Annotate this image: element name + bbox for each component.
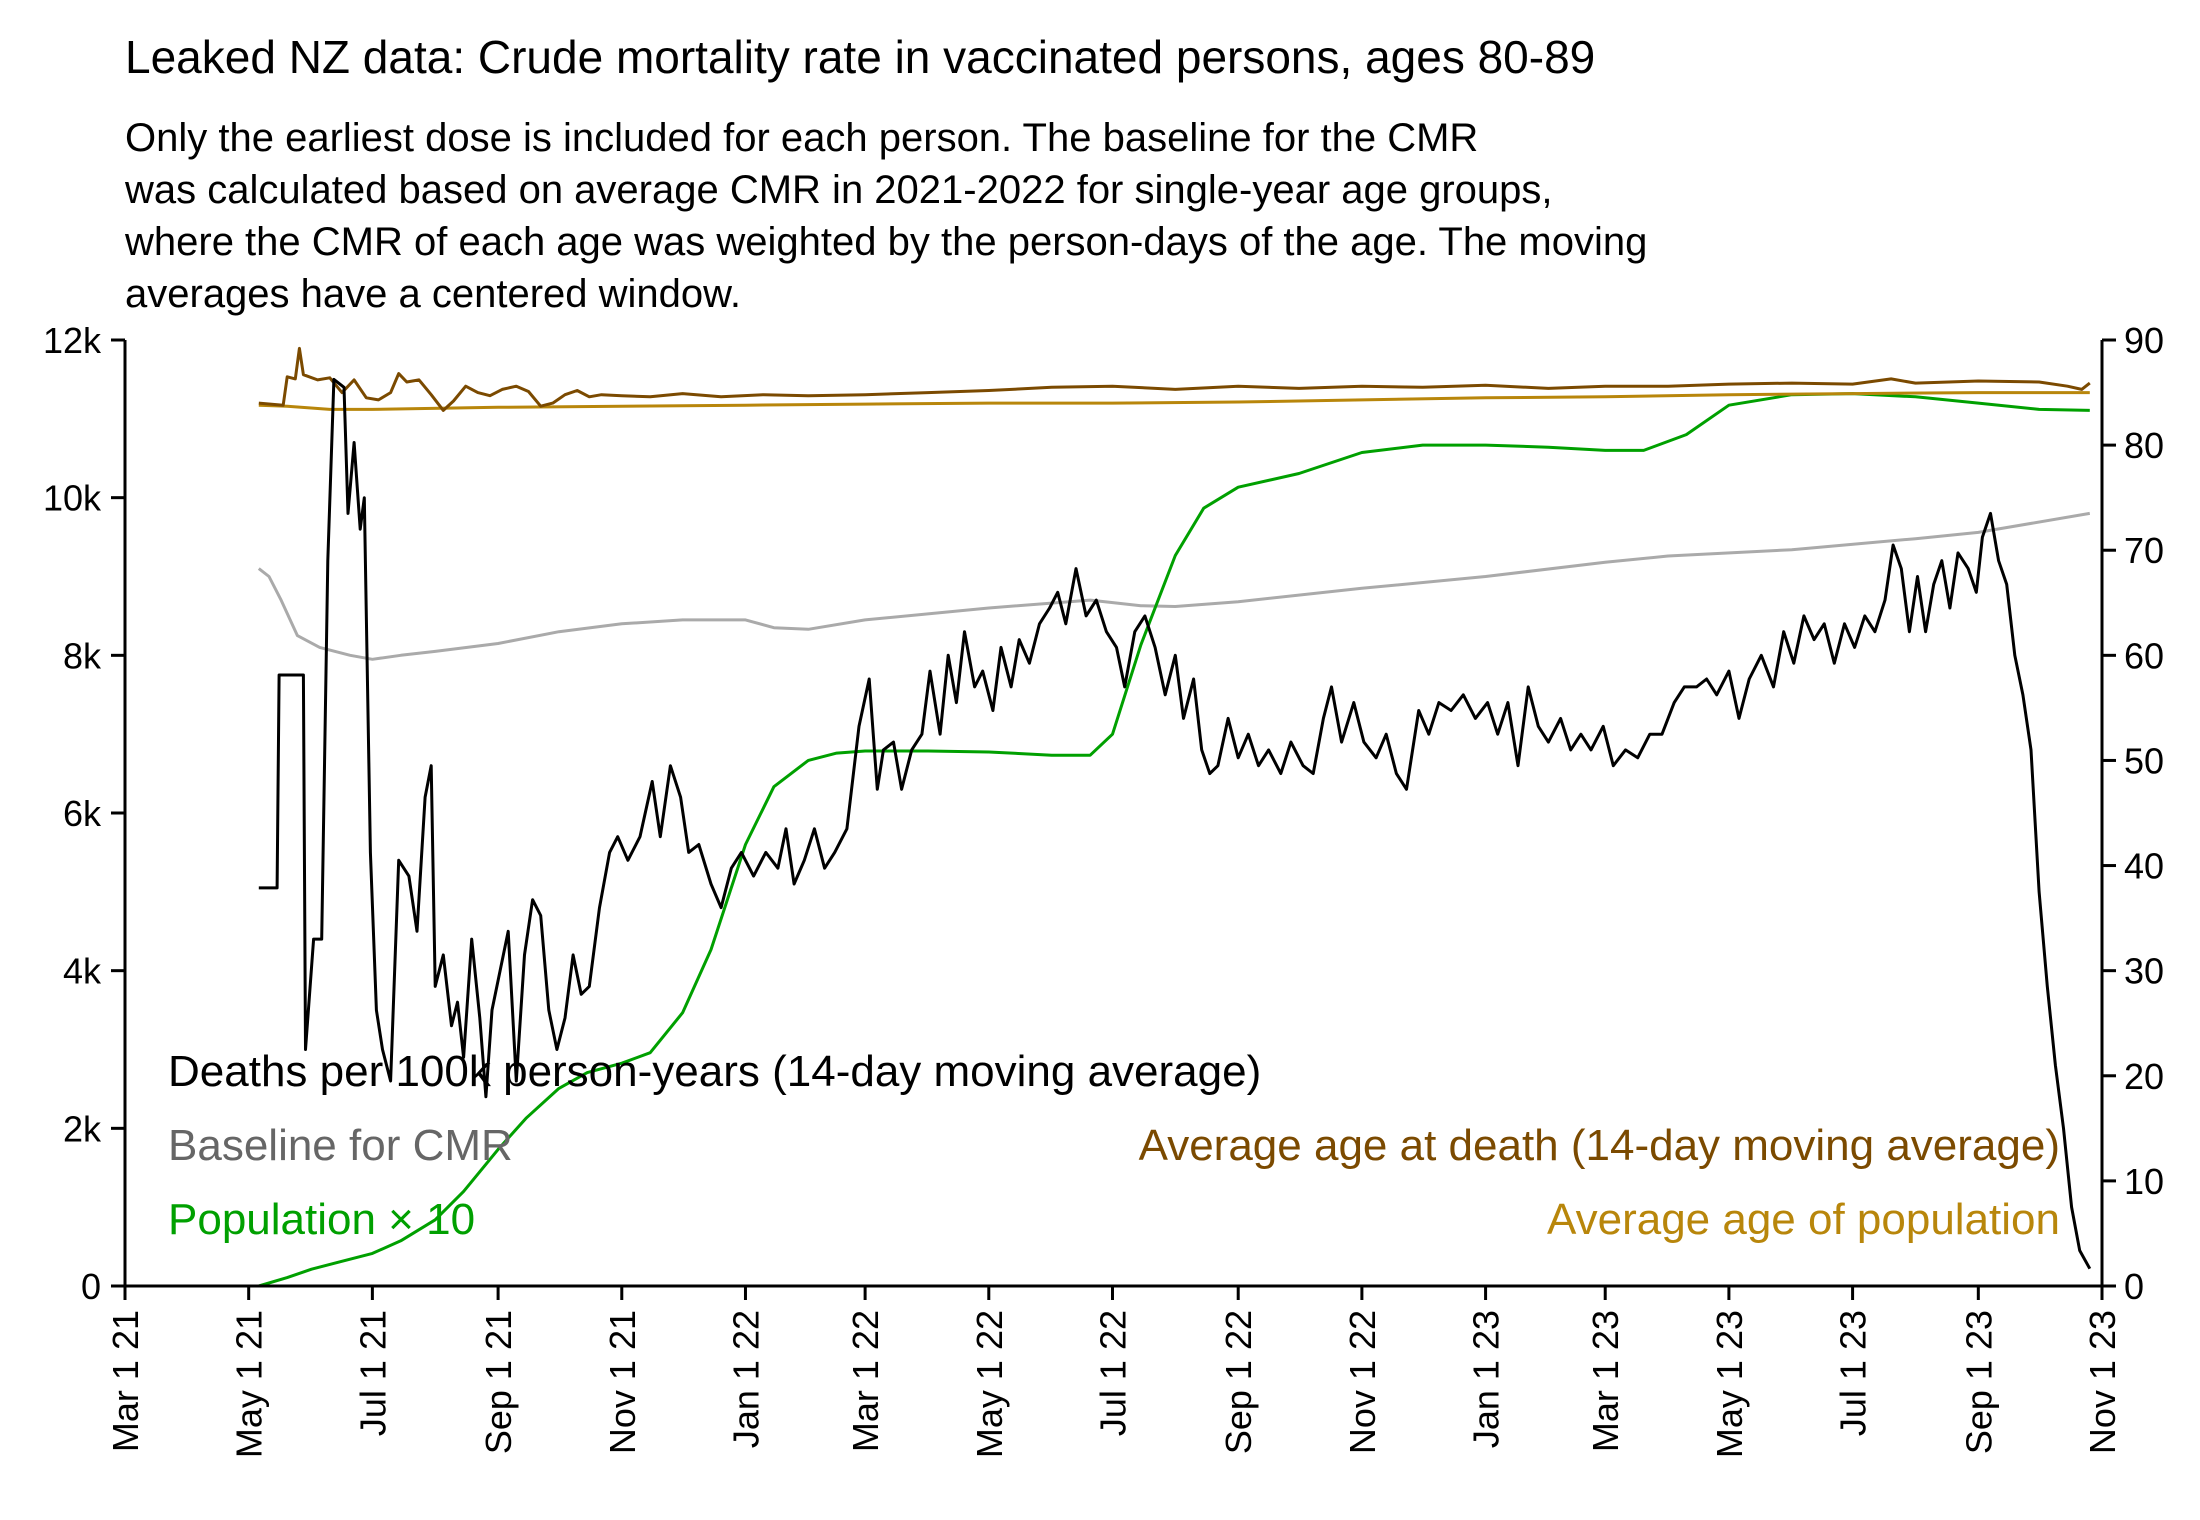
x-tick-label: Mar 1 21 <box>105 1310 146 1452</box>
x-tick-label: Jul 1 21 <box>352 1310 393 1436</box>
left-tick-label: 10k <box>43 478 102 519</box>
x-tick-label: Sep 1 21 <box>478 1310 519 1454</box>
x-tick-label: Nov 1 22 <box>1342 1310 1383 1454</box>
series-line-2 <box>258 392 2090 1288</box>
x-tick-label: May 1 22 <box>969 1310 1010 1458</box>
x-tick-label: Sep 1 23 <box>1958 1310 1999 1454</box>
x-tick-label: May 1 21 <box>229 1310 270 1458</box>
chart-title: Leaked NZ data: Crude mortality rate in … <box>125 31 1596 83</box>
right-tick-label: 60 <box>2124 635 2164 676</box>
subtitle-line: was calculated based on average CMR in 2… <box>125 168 1553 212</box>
right-tick-label: 10 <box>2124 1161 2164 1202</box>
left-tick-label: 12k <box>43 320 102 361</box>
subtitle-line: averages have a centered window. <box>125 272 741 316</box>
x-tick-label: Jul 1 22 <box>1092 1310 1133 1436</box>
x-tick-label: Jan 1 23 <box>1466 1310 1507 1448</box>
left-tick-label: 0 <box>81 1266 101 1307</box>
right-tick-label: 20 <box>2124 1056 2164 1097</box>
right-tick-label: 80 <box>2124 425 2164 466</box>
right-tick-label: 0 <box>2124 1266 2144 1307</box>
x-tick-label: Mar 1 22 <box>845 1310 886 1452</box>
legend-deaths: Deaths per 100k person-years (14-day mov… <box>168 1047 1261 1096</box>
series-line-0 <box>258 377 2092 1270</box>
x-tick-label: Jul 1 23 <box>1833 1310 1874 1436</box>
x-tick-label: Nov 1 23 <box>2082 1310 2123 1454</box>
right-tick-label: 90 <box>2124 320 2164 361</box>
chart-subtitle: Only the earliest dose is included for e… <box>125 112 1647 320</box>
legend-baseline: Baseline for CMR <box>168 1121 513 1170</box>
series-line-3 <box>258 346 2091 412</box>
right-tick-label: 30 <box>2124 951 2164 992</box>
series-line-4 <box>258 391 2090 411</box>
series-layer <box>257 346 2092 1288</box>
series-line-1 <box>257 511 2091 661</box>
subtitle-line: where the CMR of each age was weighted b… <box>125 220 1648 264</box>
x-tick-label: Nov 1 21 <box>602 1310 643 1454</box>
left-tick-label: 4k <box>63 951 102 992</box>
legend-layer: Deaths per 100k person-years (14-day mov… <box>168 1047 2060 1244</box>
left-tick-label: 2k <box>63 1108 102 1149</box>
left-tick-label: 8k <box>63 635 102 676</box>
legend-age-at-death: Average age at death (14-day moving aver… <box>1139 1121 2060 1170</box>
x-tick-label: Mar 1 23 <box>1585 1310 1626 1452</box>
left-tick-label: 6k <box>63 793 102 834</box>
legend-population: Population × 10 <box>168 1195 475 1244</box>
x-tick-label: Sep 1 22 <box>1218 1310 1259 1454</box>
x-tick-label: May 1 23 <box>1709 1310 1750 1458</box>
x-tick-label: Jan 1 22 <box>725 1310 766 1448</box>
subtitle-line: Only the earliest dose is included for e… <box>125 116 1479 160</box>
right-tick-label: 40 <box>2124 846 2164 887</box>
axes-layer: 0 2k 4k 6k 8k 10k 12k 0 10 20 30 40 50 60 70 80 90 Mar 1 … <box>43 320 2164 1458</box>
right-tick-label: 50 <box>2124 740 2164 781</box>
right-tick-label: 70 <box>2124 530 2164 571</box>
legend-age-of-population: Average age of population <box>1547 1195 2060 1244</box>
